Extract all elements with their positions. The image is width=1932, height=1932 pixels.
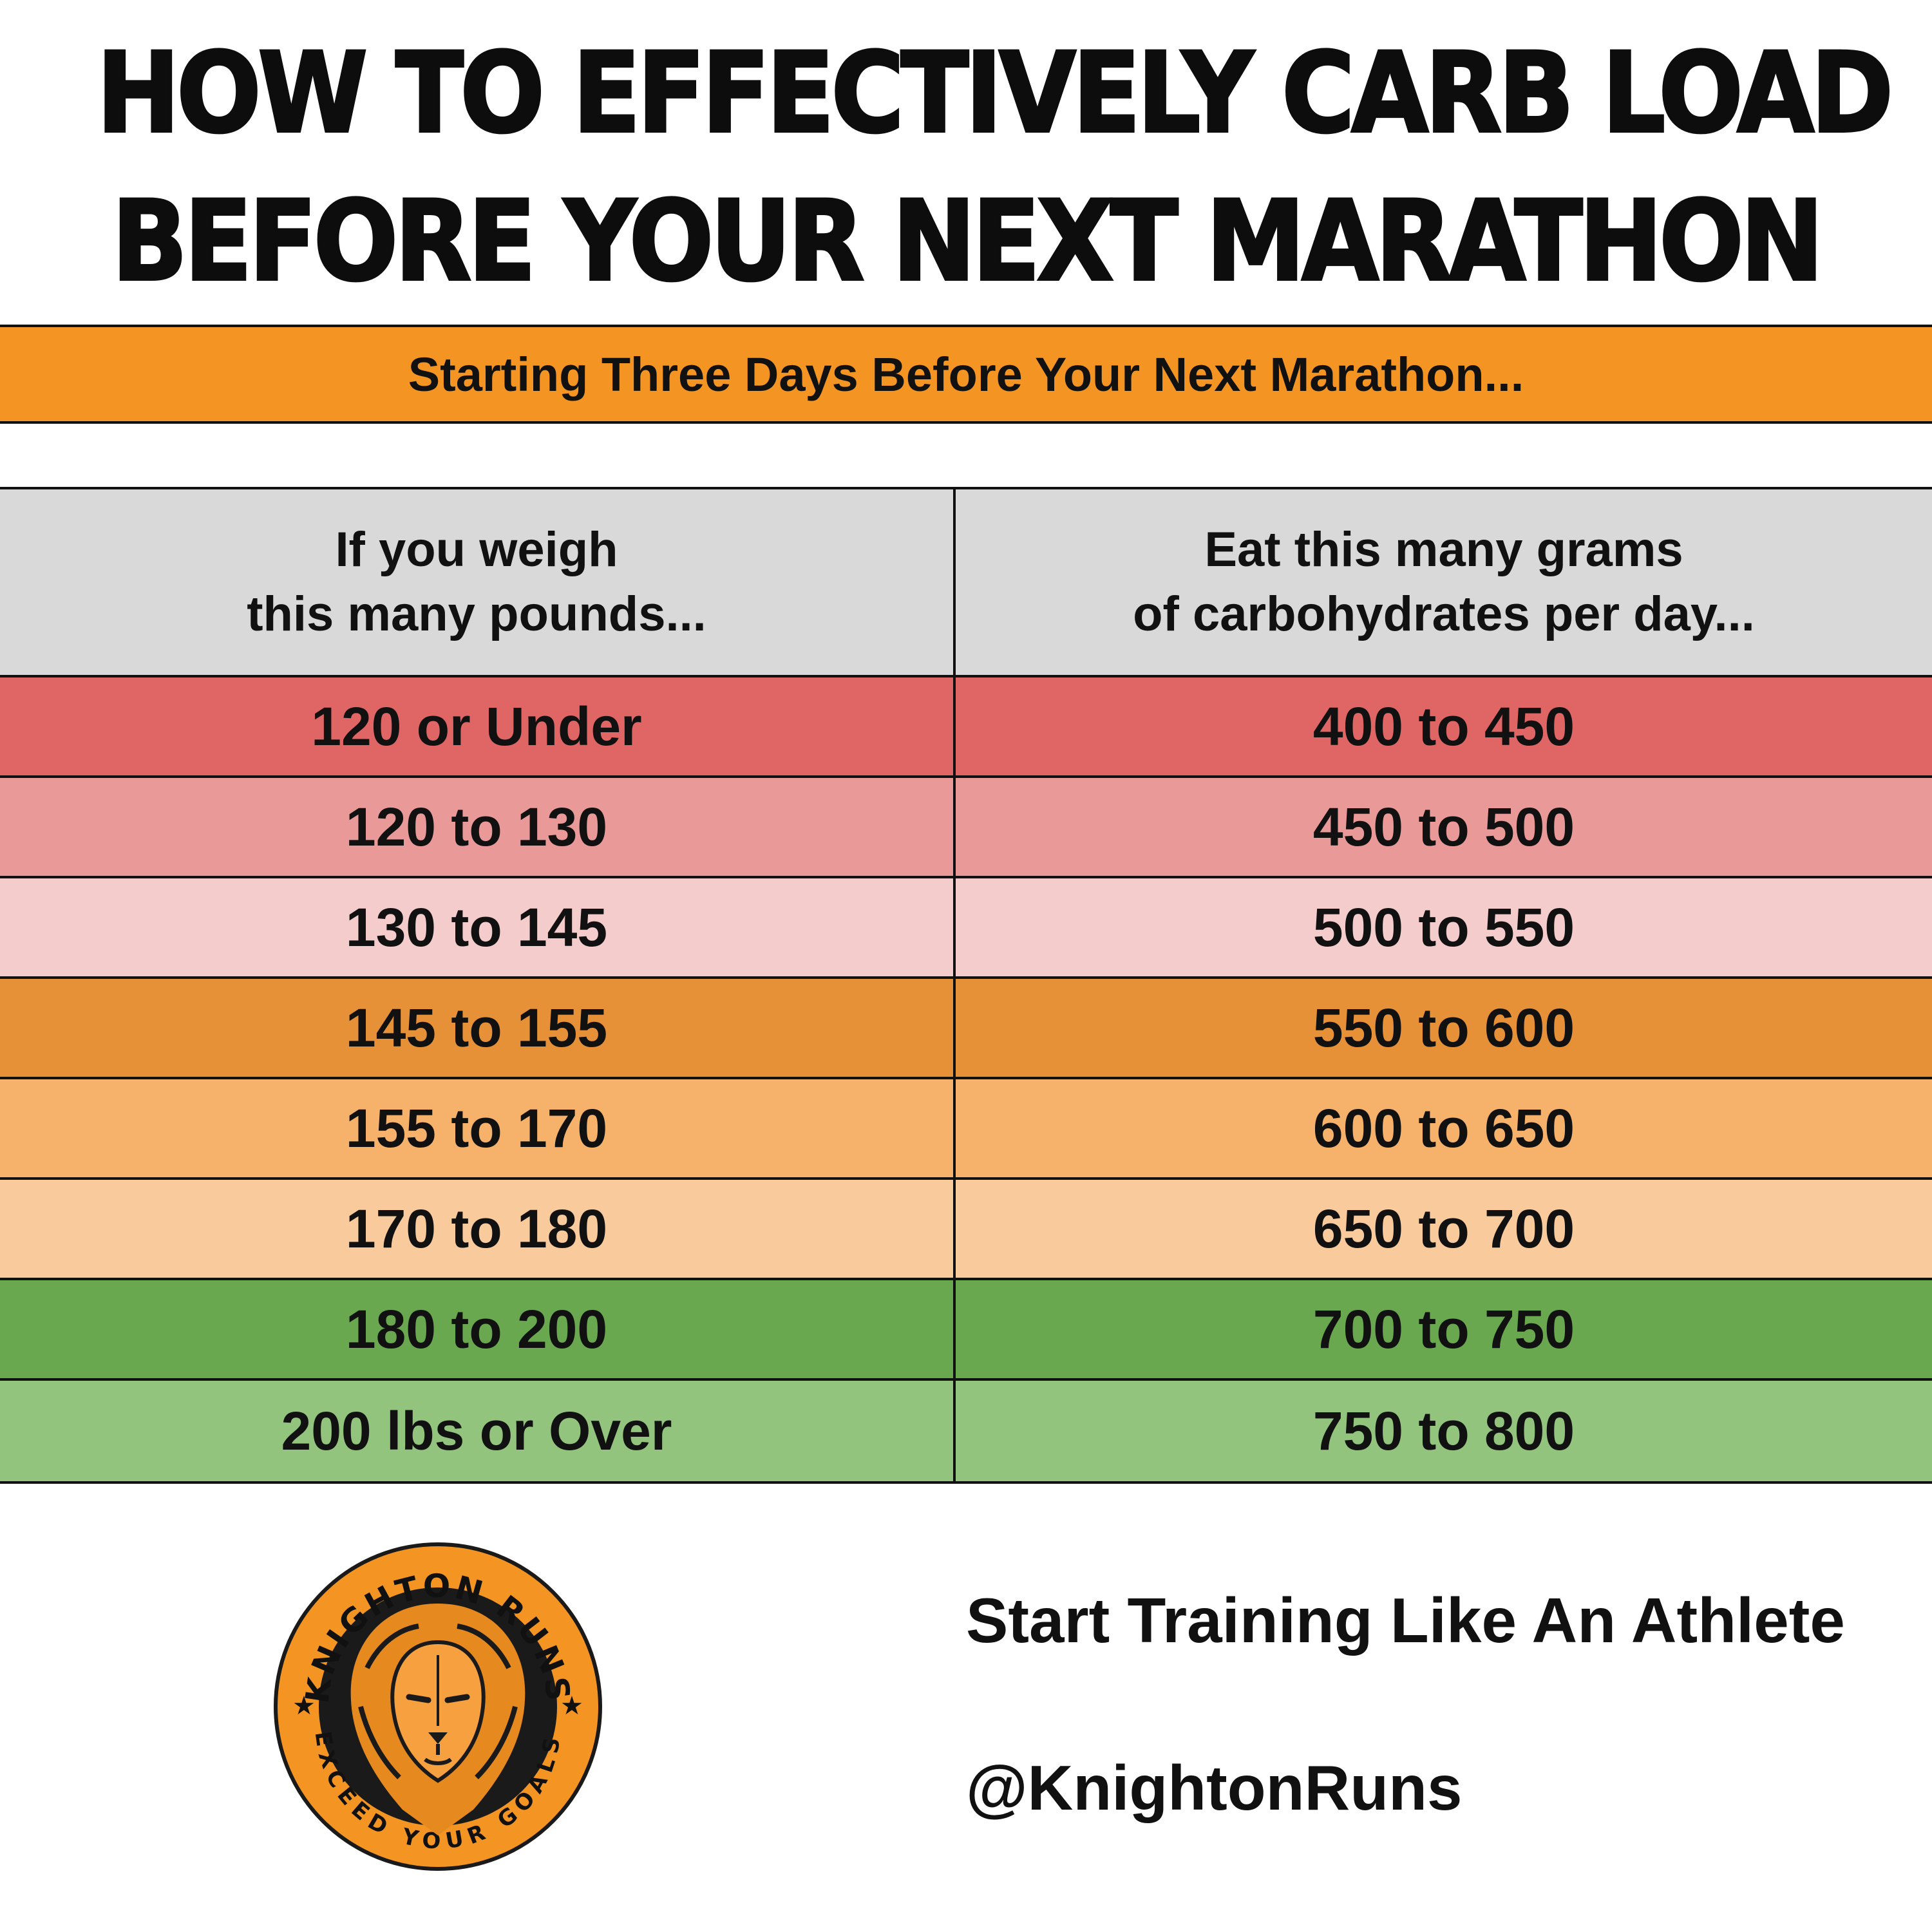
header-weight: If you weigh this many pounds... bbox=[0, 489, 956, 675]
title-line-1: HOW TO EFFECTIVELY CARB LOAD bbox=[95, 27, 1895, 159]
table-row: 120 to 130 450 to 500 bbox=[0, 778, 1932, 878]
table-row: 200 lbs or Over 750 to 800 bbox=[0, 1381, 1932, 1481]
star-icon: ★ bbox=[560, 1692, 583, 1720]
carbs-cell: 600 to 650 bbox=[1312, 1097, 1575, 1159]
weight-cell: 130 to 145 bbox=[0, 878, 956, 976]
carbs-cell: 450 to 500 bbox=[1312, 796, 1575, 857]
carbs-cell: 700 to 750 bbox=[1312, 1298, 1575, 1359]
social-handle: @KnightonRuns bbox=[966, 1752, 1463, 1823]
banner-text: Starting Three Days Before Your Next Mar… bbox=[408, 347, 1524, 401]
weight-cell: 120 to 130 bbox=[0, 778, 956, 876]
carbs-cell: 650 to 700 bbox=[1312, 1198, 1575, 1259]
table-row: 180 to 200 700 to 750 bbox=[0, 1280, 1932, 1381]
weight-cell: 200 lbs or Over bbox=[0, 1381, 956, 1481]
carbs-cell: 750 to 800 bbox=[1312, 1400, 1575, 1461]
table-header-row: If you weigh this many pounds... Eat thi… bbox=[0, 489, 1932, 677]
carbs-cell: 550 to 600 bbox=[1312, 997, 1575, 1058]
carbs-cell: 500 to 550 bbox=[1312, 896, 1575, 958]
header-carbs: Eat this many grams of carbohydrates per… bbox=[1133, 522, 1755, 641]
subtitle-banner: Starting Three Days Before Your Next Mar… bbox=[0, 325, 1932, 424]
table-row: 170 to 180 650 to 700 bbox=[0, 1180, 1932, 1280]
weight-cell: 170 to 180 bbox=[0, 1180, 956, 1278]
table-row: 130 to 145 500 to 550 bbox=[0, 878, 1932, 979]
table-row: 145 to 155 550 to 600 bbox=[0, 979, 1932, 1079]
star-icon: ★ bbox=[292, 1692, 316, 1720]
page-title: HOW TO EFFECTIVELY CARB LOAD BEFORE YOUR… bbox=[95, 19, 1895, 316]
weight-cell: 180 to 200 bbox=[0, 1280, 956, 1378]
knighton-runs-logo: KNIGHTON RUNS EXCEED YOUR GOALS ★ ★ bbox=[270, 1539, 605, 1874]
carb-loading-table: If you weigh this many pounds... Eat thi… bbox=[0, 487, 1932, 1484]
title-line-2: BEFORE YOUR NEXT MARATHON bbox=[111, 175, 1825, 307]
weight-cell: 145 to 155 bbox=[0, 979, 956, 1077]
carbs-cell: 400 to 450 bbox=[1312, 696, 1575, 757]
weight-cell: 120 or Under bbox=[0, 677, 956, 775]
lion-icon: KNIGHTON RUNS EXCEED YOUR GOALS ★ ★ bbox=[274, 1542, 602, 1871]
weight-cell: 155 to 170 bbox=[0, 1079, 956, 1177]
table-row: 155 to 170 600 to 650 bbox=[0, 1079, 1932, 1180]
table-row: 120 or Under 400 to 450 bbox=[0, 677, 1932, 778]
footer-tagline: Start Training Like An Athlete bbox=[966, 1585, 1845, 1656]
